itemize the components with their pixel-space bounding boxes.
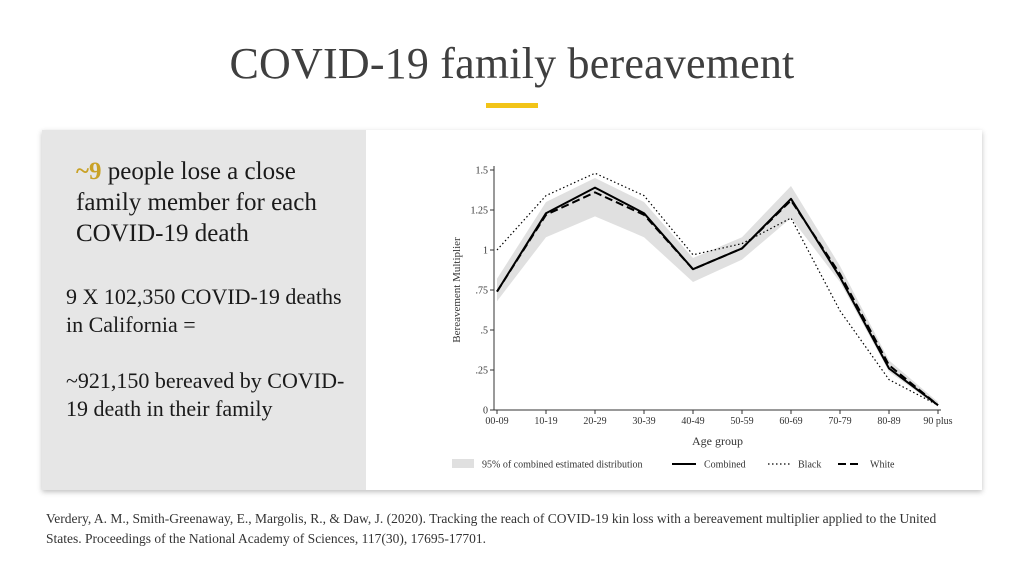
y-tick-label: .25 <box>476 366 489 377</box>
x-tick-label: 80-89 <box>877 416 900 427</box>
y-tick-label: .75 <box>476 286 489 297</box>
series-line-white <box>496 191 939 406</box>
y-tick-label: 1.25 <box>471 206 489 217</box>
headline-text: people lose a close family member for ea… <box>76 158 317 247</box>
legend-swatch-band <box>452 459 474 468</box>
y-tick-label: .5 <box>481 326 489 337</box>
x-tick-label: 40-49 <box>681 416 704 427</box>
x-axis-title: Age group <box>692 434 743 448</box>
x-tick-label: 10-19 <box>534 416 557 427</box>
x-tick-label: 30-39 <box>632 416 655 427</box>
text-panel: ~9 people lose a close family member for… <box>42 130 366 490</box>
y-tick-label: 0 <box>483 406 488 417</box>
result-text: ~921,150 bereaved by COVID-19 death in t… <box>66 368 345 421</box>
chart-container: 0 .25 .5 .75 1 1.25 1.5 00-09 10-19 20-29 30-39 40-… <box>366 130 982 490</box>
confidence-band <box>497 178 938 407</box>
y-tick-label: 1.5 <box>476 166 489 177</box>
legend-label-combined: Combined <box>704 460 746 471</box>
calculation-text: 9 X 102,350 COVID-19 deaths in Californi… <box>66 284 342 337</box>
x-tick-label: 50-59 <box>730 416 753 427</box>
legend-label-black: Black <box>798 460 821 471</box>
bereavement-chart: 0 .25 .5 .75 1 1.25 1.5 00-09 10-19 20-29 30-39 40-… <box>451 166 953 471</box>
x-tick-label: 70-79 <box>828 416 851 427</box>
legend-label-white: White <box>870 460 895 471</box>
headline-number: ~9 <box>76 158 102 185</box>
y-tick-label: 1 <box>483 246 488 257</box>
x-tick-label: 00-09 <box>485 416 508 427</box>
x-tick-label: 90 plus <box>923 416 952 427</box>
title-accent-bar <box>486 103 538 108</box>
y-axis-title: Bereavement Multiplier <box>451 237 463 343</box>
series-line-black <box>496 172 939 406</box>
content-card: ~9 people lose a close family member for… <box>42 130 982 490</box>
x-tick-label: 60-69 <box>779 416 802 427</box>
legend-label-band: 95% of combined estimated distribution <box>482 460 643 471</box>
series-line-combined <box>496 186 939 406</box>
citation: Verdery, A. M., Smith-Greenaway, E., Mar… <box>46 511 937 546</box>
headline: ~9 people lose a close family member for… <box>76 156 356 249</box>
x-tick-label: 20-29 <box>583 416 606 427</box>
slide-title: COVID-19 family bereavement <box>229 39 795 88</box>
